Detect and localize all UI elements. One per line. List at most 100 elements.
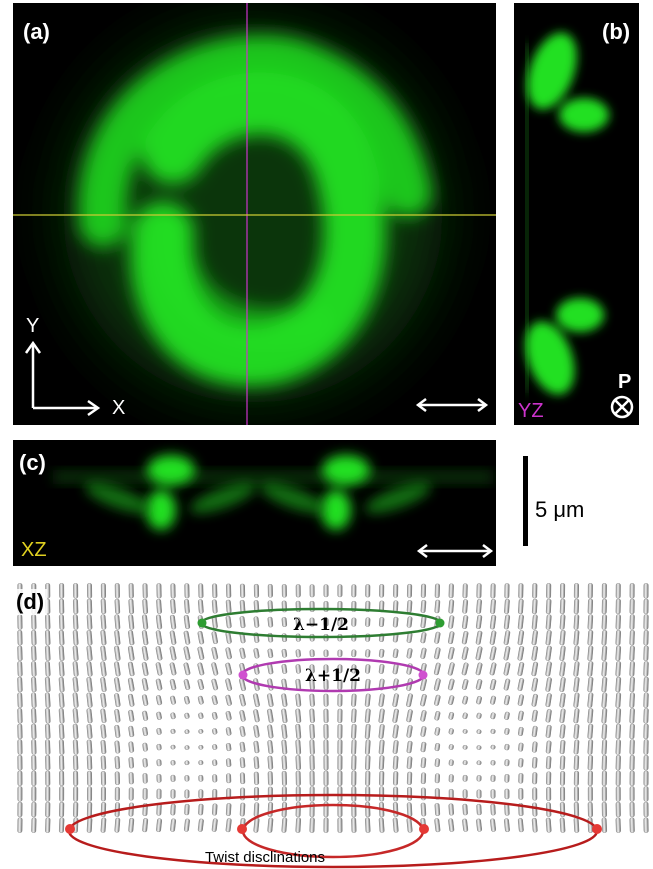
director-rod [156, 728, 162, 735]
director-rod [211, 599, 218, 614]
director-rod [128, 693, 135, 707]
director-rod [434, 758, 441, 767]
director-rod [545, 693, 552, 707]
director-rod [17, 645, 23, 661]
director-rod [420, 757, 427, 769]
director-rod [365, 755, 371, 771]
director-rod [170, 583, 176, 599]
director-rod [601, 630, 608, 646]
director-rod [31, 817, 37, 833]
director-rod [169, 662, 177, 676]
director-rod [406, 709, 413, 723]
director-rod [461, 679, 469, 690]
director-rod [225, 647, 232, 660]
director-rod [462, 729, 468, 734]
director-rod [128, 741, 135, 753]
director-rod [545, 630, 552, 646]
director-rod [100, 677, 107, 692]
director-rod [406, 616, 413, 628]
director-rod [531, 661, 539, 677]
director-rod [323, 693, 329, 707]
director-rod [643, 614, 649, 630]
director-rod [141, 678, 149, 691]
director-rod [545, 724, 552, 738]
director-rod [86, 755, 93, 771]
director-rod [434, 803, 441, 816]
director-rod [392, 616, 399, 628]
director-rod [643, 645, 649, 661]
director-rod [462, 695, 469, 705]
director-rod [44, 661, 51, 677]
director-rod [309, 664, 315, 674]
defect-label-minus-half: λ−1/2 [293, 615, 349, 635]
director-rod [504, 711, 510, 720]
director-rod [59, 786, 65, 802]
director-rod [155, 662, 163, 676]
director-rod [546, 786, 552, 801]
polarizer-out-of-plane-icon [610, 395, 634, 419]
director-rod [615, 692, 622, 708]
director-rod [476, 760, 482, 766]
director-rod [337, 723, 343, 739]
director-rod [462, 712, 468, 719]
director-rod [309, 649, 315, 658]
director-rod [560, 786, 566, 802]
director-rod [448, 803, 454, 816]
director-rod [128, 757, 134, 769]
director-rod [17, 708, 23, 724]
director-rod [58, 645, 65, 661]
director-rod [198, 774, 204, 782]
director-rod [601, 598, 607, 615]
director-rod [141, 662, 149, 676]
panel-c-fluorescence [53, 455, 494, 558]
director-rod [559, 708, 566, 723]
director-rod [351, 708, 357, 723]
director-rod [58, 614, 65, 630]
director-rod [170, 599, 176, 614]
director-rod [504, 743, 510, 751]
director-rod [211, 818, 218, 832]
director-rod [518, 726, 524, 736]
director-rod [114, 645, 121, 661]
director-rod [156, 711, 162, 720]
director-rod [114, 661, 121, 677]
director-rod [86, 708, 93, 724]
director-rod [225, 818, 232, 833]
panel-d-label: (d) [13, 589, 48, 615]
director-rod [267, 632, 274, 643]
director-rod [183, 615, 191, 629]
director-rod [239, 802, 246, 817]
director-rod [156, 583, 162, 599]
director-rod [545, 645, 552, 661]
director-rod [114, 693, 121, 707]
defect-point-red-4 [592, 824, 602, 834]
director-rod [309, 739, 315, 755]
director-rod [127, 677, 135, 692]
director-rod [17, 676, 23, 693]
director-rod [239, 694, 246, 707]
director-rod [503, 630, 511, 645]
director-rod [267, 771, 273, 786]
director-rod [323, 664, 329, 674]
director-rod [601, 739, 608, 755]
director-rod [198, 583, 204, 599]
director-rod [267, 678, 274, 691]
director-rod [462, 803, 468, 816]
director-rod [629, 692, 635, 708]
scale-bar [523, 456, 528, 546]
director-rod [629, 801, 635, 818]
director-rod [142, 788, 148, 800]
director-rod [114, 677, 121, 692]
director-rod [420, 726, 427, 737]
axis-x-label: X [112, 397, 126, 419]
director-rod [239, 757, 246, 769]
plane-yz-label: YZ [518, 400, 544, 422]
panel-a-image: (a) Y X [13, 3, 496, 425]
director-rod [183, 630, 191, 645]
director-rod [295, 664, 301, 674]
director-rod [225, 758, 232, 767]
director-rod [490, 818, 496, 832]
director-rod [73, 583, 79, 599]
director-rod [253, 771, 260, 785]
director-rod [337, 708, 343, 723]
